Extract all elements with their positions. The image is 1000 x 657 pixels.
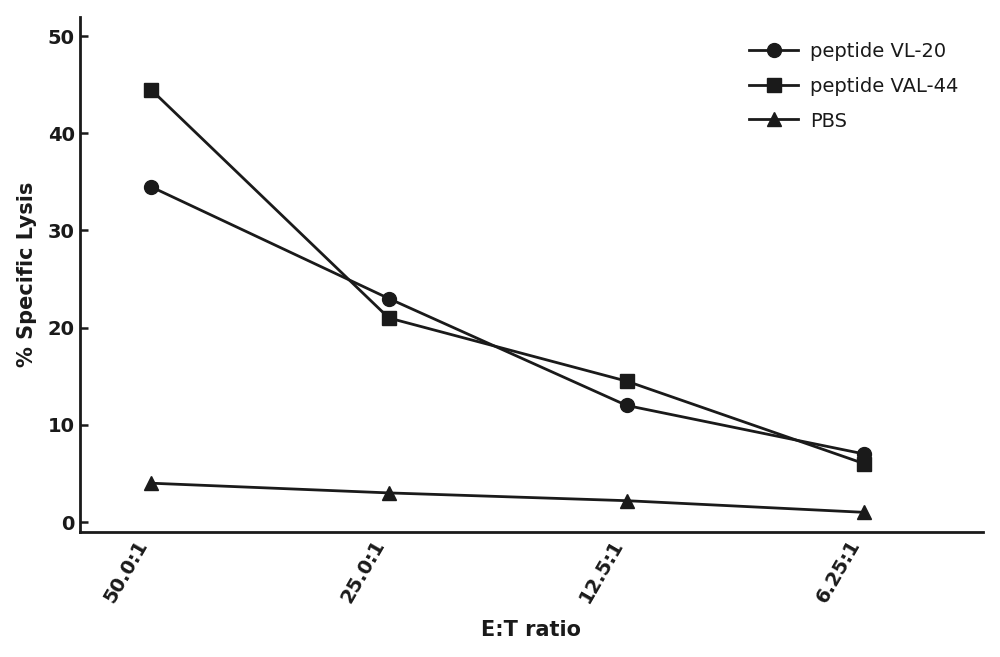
Legend: peptide VL-20, peptide VAL-44, PBS: peptide VL-20, peptide VAL-44, PBS	[734, 26, 974, 147]
peptide VAL-44	[621, 377, 633, 385]
peptide VL-20	[383, 294, 395, 302]
PBS	[621, 497, 633, 505]
peptide VL-20	[145, 183, 157, 191]
Line: peptide VAL-44: peptide VAL-44	[144, 83, 871, 470]
PBS	[383, 489, 395, 497]
X-axis label: E:T ratio: E:T ratio	[481, 620, 581, 641]
peptide VAL-44	[858, 460, 870, 468]
peptide VL-20	[621, 401, 633, 409]
PBS	[858, 509, 870, 516]
PBS	[145, 479, 157, 487]
peptide VL-20	[858, 450, 870, 458]
Line: PBS: PBS	[144, 476, 871, 519]
peptide VAL-44	[145, 85, 157, 93]
Y-axis label: % Specific Lysis: % Specific Lysis	[17, 181, 37, 367]
Line: peptide VL-20: peptide VL-20	[144, 180, 871, 461]
peptide VAL-44	[383, 314, 395, 322]
